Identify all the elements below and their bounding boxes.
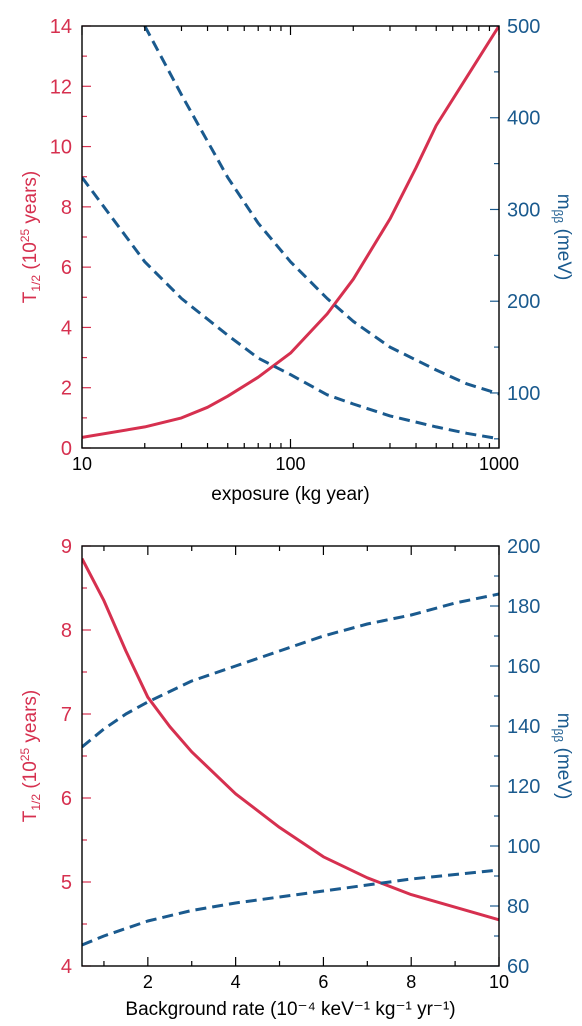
left-tick-label: 8 [61,197,72,219]
right-axis-ticks: 60 80 100 120 140 160 180 200 [490,536,540,978]
x-tick-label: 10 [72,454,92,474]
left-tick-label: 10 [50,137,72,159]
mbb-dashed-curve-2 [82,868,499,947]
left-axis-ticks: 4 5 6 7 8 9 [61,536,91,978]
right-axis-ticks: 100 200 300 400 500 [490,16,540,440]
left-tick-label: 12 [50,76,72,98]
right-tick-label: 80 [507,896,529,918]
x-tick-label: 6 [318,972,328,992]
exposure-chart: 10 100 1000 0 2 4 6 8 10 12 14 100 200 300 400 500 ex… [18,16,574,505]
x-tick-label: 100 [275,454,305,474]
x-tick-label: 8 [406,972,416,992]
right-tick-label: 500 [507,16,540,38]
background-rate-chart: 2 4 6 8 10 4 5 6 7 8 9 60 80 100 120 140 160 180 200 Bac… [18,536,574,1020]
mbb-dashed-curve-1 [82,592,499,749]
x-tick-label: 2 [143,972,153,992]
right-tick-label: 100 [507,836,540,858]
right-tick-label: 120 [507,776,540,798]
plot-lines [82,557,499,947]
right-tick-label: 200 [507,536,540,558]
left-tick-label: 6 [61,257,72,279]
right-axis-label: mββ (meV) [551,713,574,800]
mbb-dashed-curve-2 [82,176,499,441]
left-tick-label: 6 [61,788,72,810]
t-half-solid-curve-0 [82,26,499,439]
left-tick-label: 8 [61,620,72,642]
right-tick-label: 60 [507,956,529,978]
right-tick-label: 200 [507,291,540,313]
right-tick-label: 100 [507,383,540,405]
right-axis-label: mββ (meV) [551,194,574,281]
plot-frame [81,25,500,449]
right-tick-label: 300 [507,199,540,221]
right-tick-label: 180 [507,596,540,618]
x-tick-label: 1000 [479,454,519,474]
x-axis-ticks: 10 100 1000 [72,26,519,474]
left-tick-label: 4 [61,317,72,339]
right-tick-label: 400 [507,108,540,130]
plot-frame [81,545,500,967]
left-axis-label: T1/2 (1025 years) [18,171,43,303]
right-tick-label: 140 [507,716,540,738]
left-tick-label: 2 [61,378,72,400]
left-tick-label: 14 [50,16,72,38]
left-tick-label: 7 [61,704,72,726]
right-tick-label: 160 [507,656,540,678]
left-tick-label: 0 [61,438,72,460]
x-tick-label: 4 [231,972,241,992]
x-tick-label: 10 [489,972,509,992]
plot-lines [82,26,499,441]
left-axis-ticks: 0 2 4 6 8 10 12 14 [50,16,91,460]
x-axis-label: Background rate (10⁻⁴ keV⁻¹ kg⁻¹ yr⁻¹) [125,999,455,1020]
left-axis-label: T1/2 (1025 years) [18,690,43,822]
left-tick-label: 5 [61,872,72,894]
left-tick-label: 9 [61,536,72,558]
left-tick-label: 4 [61,956,72,978]
x-axis-ticks: 2 4 6 8 10 [103,546,509,992]
t-half-solid-curve-0 [82,557,499,922]
mbb-dashed-curve-1 [143,26,499,396]
x-axis-label: exposure (kg year) [211,484,369,505]
